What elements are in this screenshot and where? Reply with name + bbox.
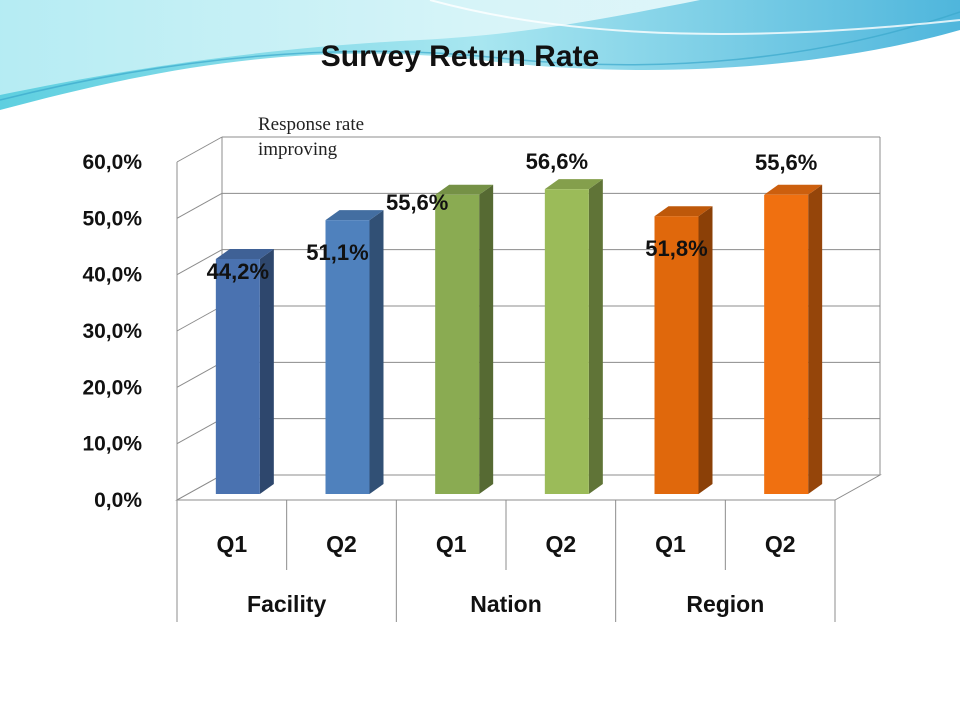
x-group-label: Nation: [470, 591, 542, 617]
data-label: 56,6%: [526, 149, 588, 174]
side-gridline: [176, 136, 223, 163]
x-tick-label: Q1: [216, 531, 247, 557]
bar-top: [764, 184, 823, 195]
x-group-label: Facility: [247, 591, 326, 617]
y-tick-label: 50,0%: [82, 207, 142, 230]
bar: [325, 210, 384, 495]
y-tick-label: 20,0%: [82, 376, 142, 399]
side-gridline: [176, 305, 223, 332]
x-tick-label: Q1: [655, 531, 686, 557]
bar-side: [588, 179, 603, 495]
bar-side: [808, 184, 823, 494]
bar-front: [215, 259, 260, 494]
y-tick-label: 40,0%: [82, 264, 142, 287]
chart-bars: [215, 179, 823, 495]
bar-top: [544, 179, 603, 190]
bar-front: [544, 189, 589, 495]
side-gridline: [176, 361, 223, 388]
data-label: 51,8%: [645, 236, 707, 261]
bar: [544, 179, 603, 495]
bar-front: [654, 216, 699, 494]
bar: [654, 206, 713, 494]
bar-top: [654, 206, 713, 217]
y-tick-label: 0,0%: [94, 489, 142, 512]
bar: [764, 184, 823, 494]
header-wave-front: [0, 0, 700, 95]
side-gridline: [176, 192, 223, 219]
bar-front: [325, 220, 370, 495]
bar-front: [435, 194, 480, 494]
bar-side: [698, 206, 713, 494]
bar-side: [259, 249, 274, 494]
bar-top: [325, 210, 384, 221]
y-tick-label: 10,0%: [82, 433, 142, 456]
bar-side: [369, 210, 384, 495]
x-tick-label: Q2: [545, 531, 576, 557]
x-group-label: Region: [686, 591, 764, 617]
annotation-text: Response rate improving: [258, 114, 365, 160]
side-gridline: [176, 418, 223, 445]
bar-side: [479, 184, 494, 494]
x-tick-label: Q2: [326, 531, 357, 557]
y-tick-label: 60,0%: [82, 151, 142, 174]
chart-title: Survey Return Rate: [320, 40, 600, 73]
bar: [215, 249, 274, 494]
data-label: 55,6%: [386, 190, 448, 215]
x-tick-label: Q1: [436, 531, 467, 557]
bar: [435, 184, 494, 494]
bar-front: [764, 194, 809, 494]
bar-top: [215, 249, 274, 260]
chart-labels: 0,0% 10,0% 20,0% 30,0% 40,0% 50,0% 60,0% Q1 Q2 Q1…: [82, 149, 817, 617]
y-tick-label: 30,0%: [82, 320, 142, 343]
header-wave-line: [429, 0, 960, 35]
data-label: 51,1%: [306, 240, 368, 265]
side-gridline: [176, 249, 223, 276]
data-label: 44,2%: [207, 259, 269, 284]
header-wave-line: [0, 11, 960, 101]
bar-top: [435, 184, 494, 195]
x-tick-label: Q2: [765, 531, 796, 557]
data-label: 55,6%: [755, 150, 817, 175]
